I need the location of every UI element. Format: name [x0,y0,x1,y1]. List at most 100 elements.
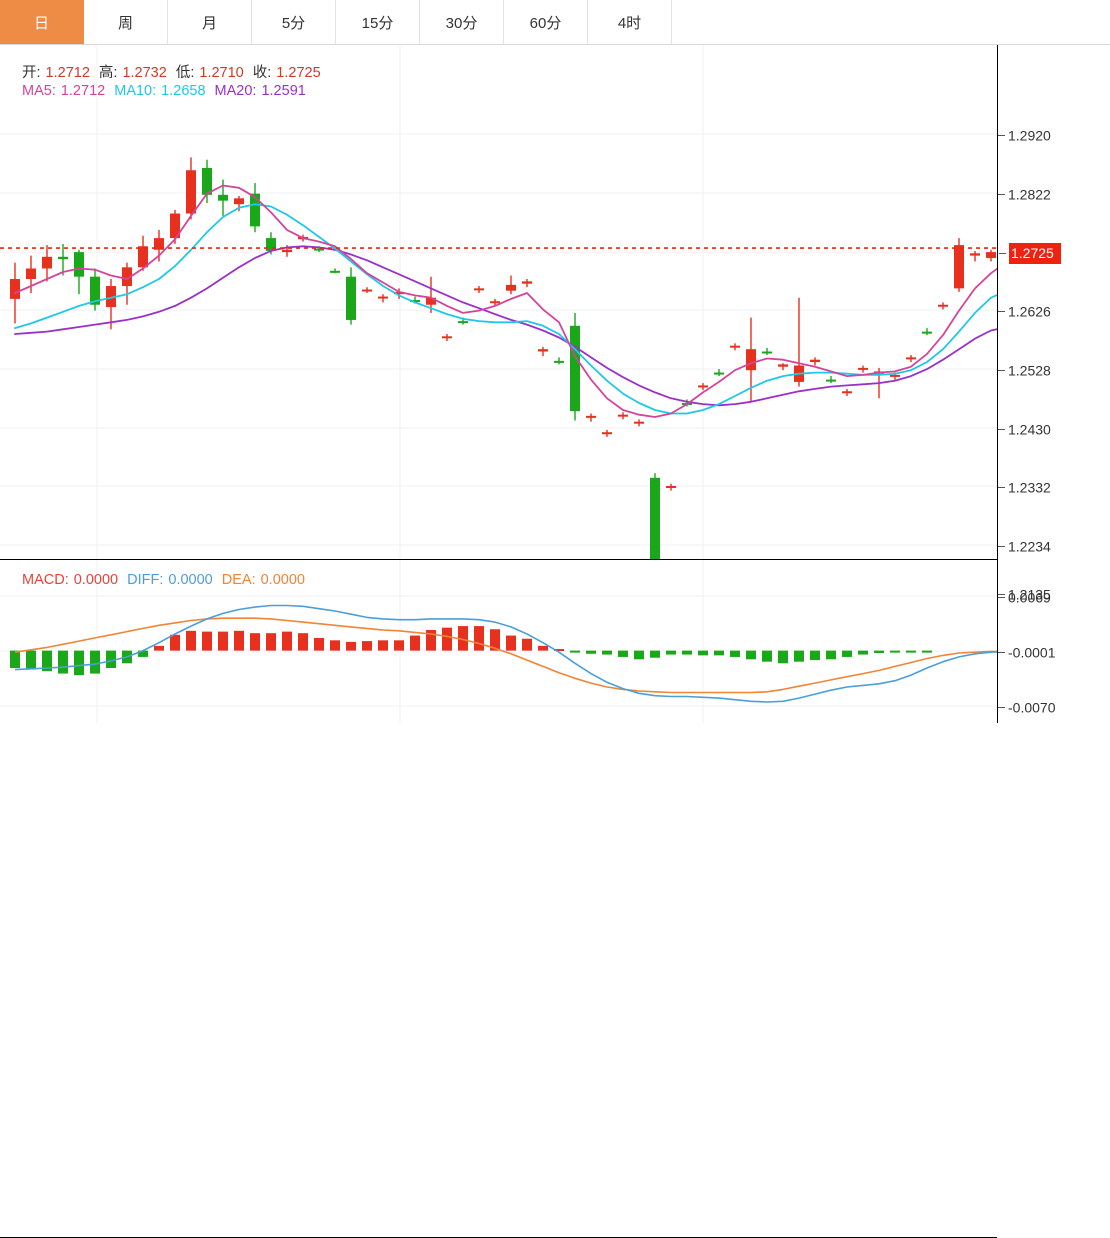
macd-histogram-bar [522,638,532,651]
tick-mark [999,252,1006,254]
tick-label: 1.2135 [1008,586,1051,603]
macd-histogram-bar [346,641,356,651]
tab-5min[interactable]: 5分 [252,0,336,44]
macd-histogram-bar [106,650,116,669]
tab-label: 月 [201,14,217,32]
candle [138,235,148,271]
macd-histogram-bar [682,650,692,655]
candle [474,286,484,294]
tab-60min[interactable]: 60分 [504,0,588,44]
macd-panel: MACD: 0.0000 DIFF: 0.0000 DEA: 0.0000 0.006… [0,560,1110,1238]
macd-histogram-bar [42,650,52,672]
candle [602,429,612,437]
tab-month[interactable]: 月 [168,0,252,44]
macd-histogram-bar [618,650,628,657]
tab-day[interactable]: 日 [0,0,84,44]
tab-15min[interactable]: 15分 [336,0,420,44]
macd-plot[interactable] [0,560,997,723]
macd-histogram-bar [10,650,20,669]
tabbar-filler [672,0,1110,44]
macd-histogram-bar [586,650,596,654]
price-axis-tick: 1.2626 [998,301,1051,319]
macd-histogram-bar [778,650,788,664]
candle [986,249,996,262]
macd-axis: 0.0069 -0.0001 -0.0070 [997,560,1110,723]
macd-histogram-bar [730,650,740,657]
macd-histogram-bar [154,645,164,651]
tick-mark [998,310,1005,312]
candle [442,333,452,341]
candle [586,413,596,422]
macd-histogram-bar [74,650,84,676]
candle [762,348,772,356]
macd-axis-tick: -0.0070 [998,697,1055,715]
tick-mark [998,193,1005,195]
candle [362,287,372,294]
tab-label: 60分 [529,14,562,32]
chart-area: 开: 1.2712 高: 1.2732 低: 1.2710 收: 1.2725 MA5:… [0,45,1110,1238]
price-plot[interactable] [0,45,997,560]
candle [346,267,356,325]
candle [618,412,628,420]
macd-canvas [0,560,997,723]
candle [858,365,868,373]
candle [186,157,196,220]
tab-label: 30分 [445,14,478,32]
macd-histogram-bar [506,635,516,651]
tick-label: 1.2920 [1008,127,1051,144]
tick-label: 1.2332 [1008,479,1051,496]
tick-mark [998,593,1005,595]
candle [826,376,836,384]
candle [74,249,84,295]
tick-mark [998,369,1005,371]
price-axis-tick: 1.2822 [998,184,1051,202]
candle [250,183,260,233]
candle [938,302,948,310]
candle [842,388,852,396]
macd-histogram-bar [410,635,420,651]
tab-label: 15分 [361,14,394,32]
macd-histogram-bar [26,650,36,670]
macd-histogram-bar [874,650,884,653]
tab-week[interactable]: 周 [84,0,168,44]
macd-histogram-bar [842,650,852,657]
tab-label: 5分 [281,14,306,32]
macd-histogram-bar [442,627,452,651]
macd-histogram-bar [634,650,644,660]
tick-mark [998,651,1005,653]
macd-histogram-bar [314,637,324,651]
tick-mark [998,545,1005,547]
macd-histogram-bar [266,633,276,651]
macd-histogram-bar [474,626,484,651]
macd-histogram-bar [378,640,388,651]
timeframe-tabbar[interactable]: 日 周 月 5分 15分 30分 60分 4时 [0,0,1110,45]
tick-label: 0.0069 [1008,589,1051,606]
tick-label: 1.2725 [1009,243,1061,265]
macd-histogram-bar [234,630,244,651]
candle [970,250,980,262]
candle [666,483,676,491]
candle [378,294,388,303]
macd-histogram-bar [138,650,148,657]
macd-histogram-bar [490,629,500,651]
tick-label: 1.2234 [1008,538,1051,555]
macd-histogram-bar [826,650,836,660]
tick-label: 1.2430 [1008,421,1051,438]
tick-mark [998,134,1005,136]
macd-histogram-bar [890,650,900,653]
price-panel: 开: 1.2712 高: 1.2732 低: 1.2710 收: 1.2725 MA5:… [0,45,1110,602]
tab-4hour[interactable]: 4时 [588,0,672,44]
candle [810,357,820,366]
candle [330,268,340,274]
tab-label: 周 [117,14,133,32]
tick-label: 1.2822 [1008,186,1051,203]
tab-30min[interactable]: 30分 [420,0,504,44]
macd-histogram-bar [538,645,548,651]
macd-histogram-bar [58,650,68,674]
macd-histogram-bar [762,650,772,662]
macd-histogram-bar [858,650,868,655]
candle [634,419,644,427]
price-axis-tick: 1.2528 [998,360,1051,378]
price-axis-tick: 1.2234 [998,536,1051,554]
tick-mark [998,596,1005,598]
